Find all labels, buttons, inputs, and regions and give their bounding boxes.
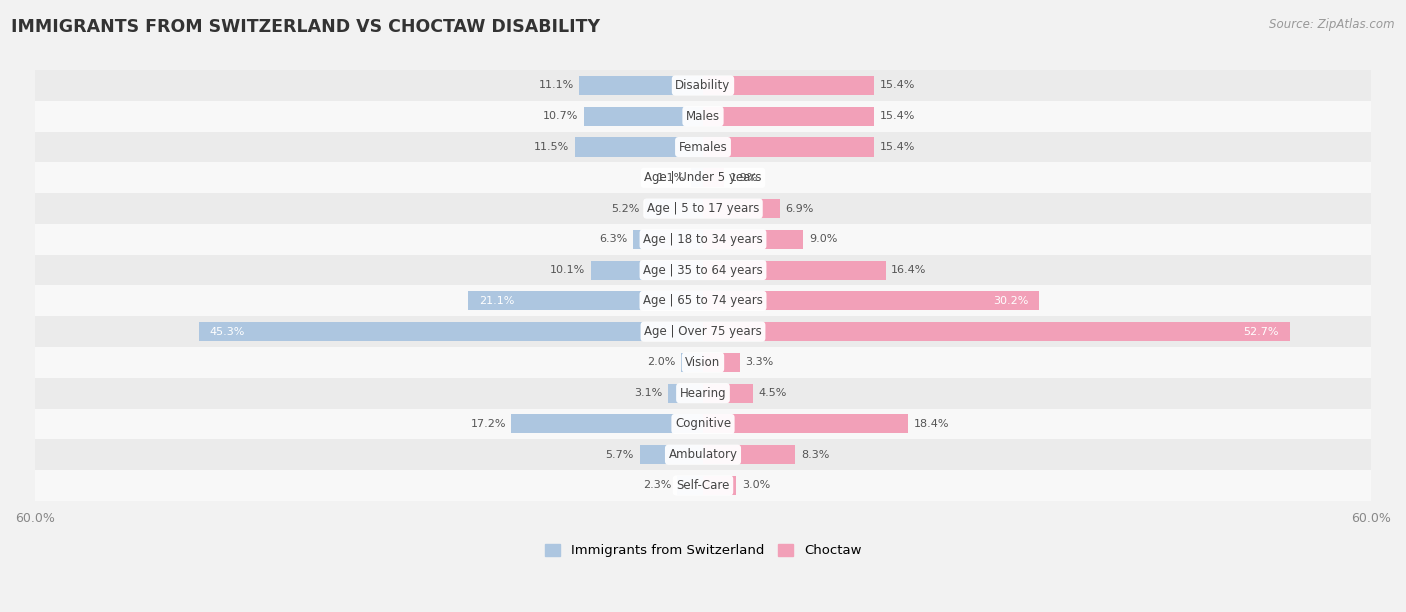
Text: 10.7%: 10.7% [543,111,578,121]
Bar [645,199,703,218]
Text: 3.1%: 3.1% [634,388,662,398]
Bar [703,322,1289,341]
Text: 1.9%: 1.9% [730,173,758,183]
Text: 52.7%: 52.7% [1243,327,1278,337]
Bar [35,255,1371,285]
Bar [35,470,1371,501]
Text: 21.1%: 21.1% [479,296,515,306]
Text: Age | Under 5 years: Age | Under 5 years [644,171,762,184]
Bar [690,168,703,187]
Bar [35,316,1371,347]
Bar [703,168,724,187]
Text: 11.5%: 11.5% [534,142,569,152]
Bar [583,106,703,126]
Bar [35,70,1371,101]
Bar [703,76,875,95]
Text: Age | 35 to 64 years: Age | 35 to 64 years [643,264,763,277]
Text: 45.3%: 45.3% [209,327,245,337]
Bar [35,378,1371,409]
Text: 11.1%: 11.1% [538,81,574,91]
Bar [35,132,1371,162]
Bar [198,322,703,341]
Bar [633,230,703,249]
Bar [640,445,703,465]
Text: 30.2%: 30.2% [993,296,1028,306]
Text: 3.0%: 3.0% [742,480,770,490]
Bar [703,199,780,218]
Text: Age | 65 to 74 years: Age | 65 to 74 years [643,294,763,307]
Text: Disability: Disability [675,79,731,92]
Bar [703,353,740,372]
Text: 8.3%: 8.3% [801,450,830,460]
Text: Vision: Vision [685,356,721,369]
Bar [35,285,1371,316]
Bar [35,409,1371,439]
Bar [35,193,1371,224]
Bar [703,476,737,495]
Text: 9.0%: 9.0% [808,234,837,244]
Bar [703,230,803,249]
Text: 2.3%: 2.3% [644,480,672,490]
Text: Age | Over 75 years: Age | Over 75 years [644,325,762,338]
Text: 15.4%: 15.4% [880,142,915,152]
Bar [703,106,875,126]
Bar [35,439,1371,470]
Bar [703,384,754,403]
Text: 16.4%: 16.4% [891,265,927,275]
Text: Cognitive: Cognitive [675,417,731,430]
Text: 18.4%: 18.4% [914,419,949,429]
Bar [468,291,703,310]
Text: Self-Care: Self-Care [676,479,730,492]
Bar [512,414,703,433]
Legend: Immigrants from Switzerland, Choctaw: Immigrants from Switzerland, Choctaw [540,539,866,562]
Bar [35,224,1371,255]
Text: 3.3%: 3.3% [745,357,773,367]
Bar [35,162,1371,193]
Text: 10.1%: 10.1% [550,265,585,275]
Bar [591,261,703,280]
Text: 17.2%: 17.2% [471,419,506,429]
Bar [668,384,703,403]
Text: 15.4%: 15.4% [880,81,915,91]
Text: 4.5%: 4.5% [759,388,787,398]
Bar [678,476,703,495]
Text: 2.0%: 2.0% [647,357,675,367]
Text: 5.2%: 5.2% [612,204,640,214]
Bar [703,138,875,157]
Text: 6.3%: 6.3% [599,234,627,244]
Text: Age | 18 to 34 years: Age | 18 to 34 years [643,233,763,246]
Text: 6.9%: 6.9% [786,204,814,214]
Bar [579,76,703,95]
Text: Source: ZipAtlas.com: Source: ZipAtlas.com [1270,18,1395,31]
Text: Males: Males [686,110,720,123]
Text: Hearing: Hearing [679,387,727,400]
Text: 1.1%: 1.1% [657,173,685,183]
Text: Females: Females [679,141,727,154]
Bar [703,261,886,280]
Text: 5.7%: 5.7% [606,450,634,460]
Text: 15.4%: 15.4% [880,111,915,121]
Bar [703,414,908,433]
Text: Ambulatory: Ambulatory [668,448,738,461]
Bar [575,138,703,157]
Bar [35,101,1371,132]
Bar [35,347,1371,378]
Bar [703,291,1039,310]
Text: Age | 5 to 17 years: Age | 5 to 17 years [647,202,759,215]
Bar [681,353,703,372]
Text: IMMIGRANTS FROM SWITZERLAND VS CHOCTAW DISABILITY: IMMIGRANTS FROM SWITZERLAND VS CHOCTAW D… [11,18,600,36]
Bar [703,445,796,465]
